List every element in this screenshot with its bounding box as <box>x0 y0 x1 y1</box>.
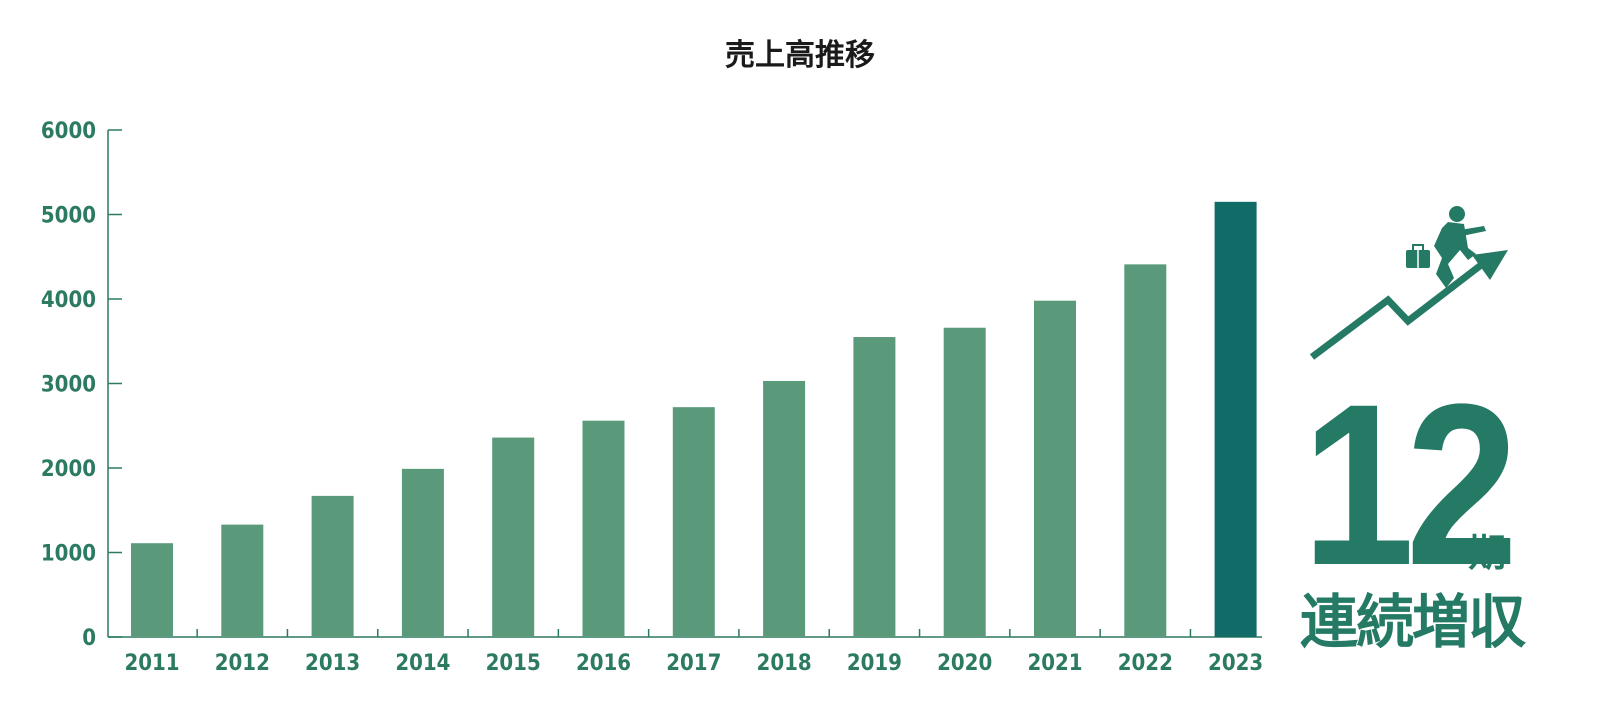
x-tick-label: 2013 <box>305 651 360 676</box>
bar-2013 <box>311 495 354 637</box>
bar-2015 <box>492 437 535 637</box>
bars <box>131 201 1257 637</box>
bar-2023 <box>1214 201 1257 637</box>
x-tick-label: 2017 <box>666 651 721 676</box>
bar-2016 <box>582 420 625 637</box>
bar-2020 <box>943 327 986 637</box>
bar-2018 <box>763 380 806 637</box>
x-tick-label: 2021 <box>1027 651 1082 676</box>
badge-number: 12 <box>1302 356 1518 613</box>
x-tick-label: 2023 <box>1208 651 1263 676</box>
x-tick-label: 2022 <box>1118 651 1173 676</box>
x-tick-label: 2014 <box>395 651 450 676</box>
y-tick-label: 4000 <box>41 288 96 313</box>
x-axis: 2011 2012 2013 2014 2015 2016 2017 2018 2019 2020… <box>108 629 1263 676</box>
y-tick-label: 2000 <box>41 457 96 482</box>
y-axis: 0 1000 2000 3000 4000 5000 6000 <box>41 119 122 651</box>
bar-2022 <box>1124 264 1167 637</box>
x-tick-label: 2020 <box>937 651 992 676</box>
badge-caption: 連続増収 <box>1300 588 1526 656</box>
bar-2017 <box>672 407 715 637</box>
x-tick-label: 2018 <box>757 651 812 676</box>
chart-title: 売上高推移 <box>725 38 875 73</box>
x-tick-label: 2016 <box>576 651 631 676</box>
badge-unit: 期 <box>1468 531 1507 575</box>
x-tick-label: 2015 <box>486 651 541 676</box>
bar-2011 <box>131 543 173 637</box>
consecutive-growth-badge: 12 期 連続増収 <box>1300 200 1590 660</box>
y-tick-label: 5000 <box>41 204 96 229</box>
x-tick-label: 2012 <box>215 651 270 676</box>
bar-2021 <box>1034 300 1076 637</box>
bar-2019 <box>853 337 896 637</box>
bar-2014 <box>401 468 444 637</box>
y-tick-label: 3000 <box>41 373 96 398</box>
y-tick-label: 6000 <box>41 119 96 144</box>
y-tick-label: 0 <box>82 626 96 651</box>
businessman-running-up-arrow-icon <box>1309 206 1508 360</box>
bar-2012 <box>221 524 264 637</box>
y-tick-label: 1000 <box>41 542 96 567</box>
x-tick-label: 2011 <box>124 651 179 676</box>
x-tick-label: 2019 <box>847 651 902 676</box>
